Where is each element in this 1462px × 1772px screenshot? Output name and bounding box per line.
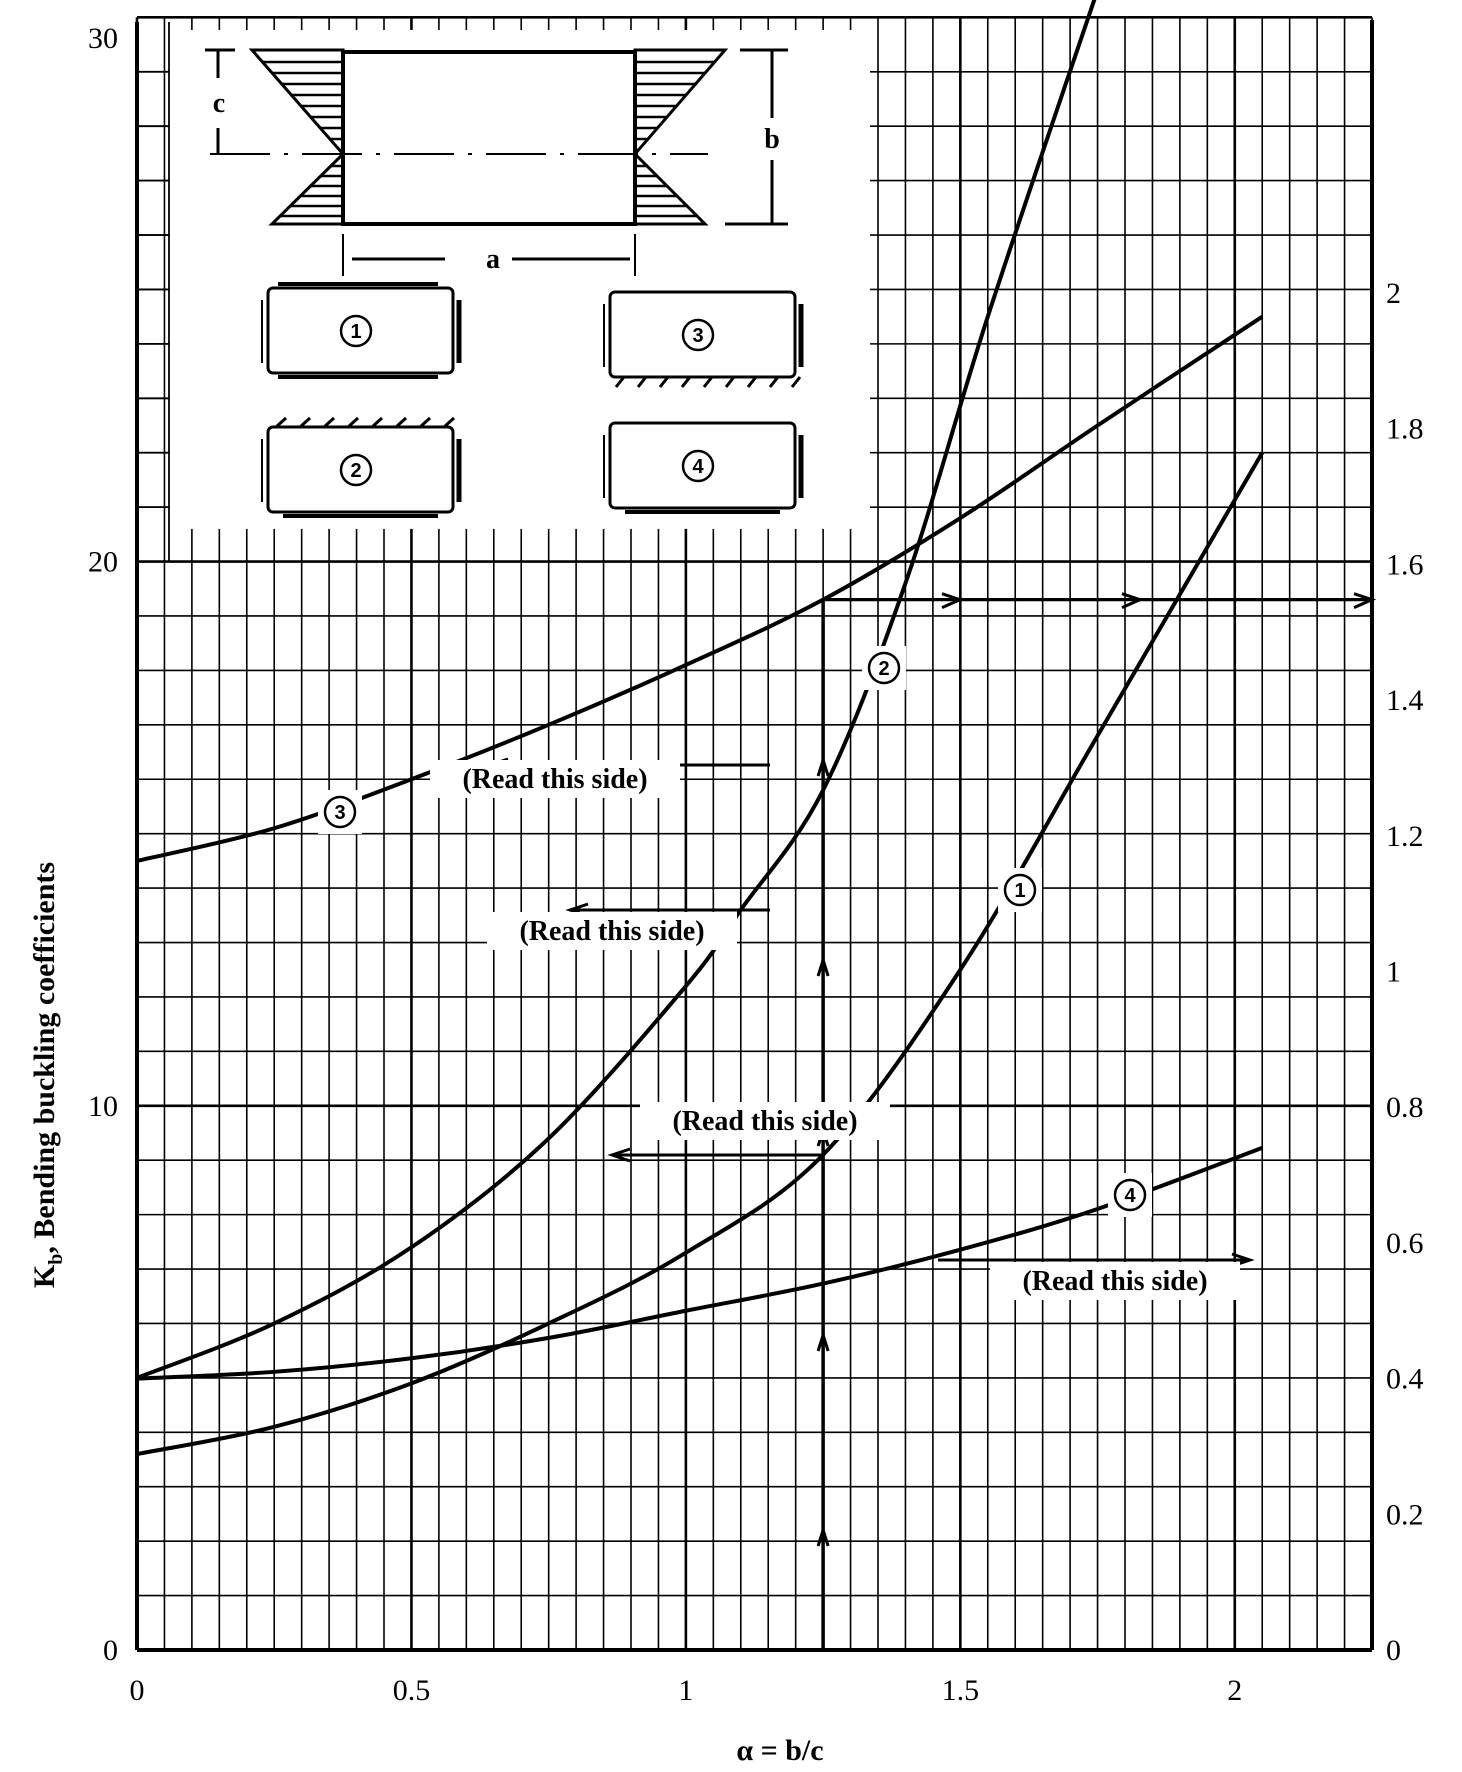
left-tick-label: 10 bbox=[88, 1090, 118, 1123]
loading-diagram-inset: c b a 1 2 3 4 bbox=[205, 48, 804, 518]
annotation-bg bbox=[640, 1102, 890, 1140]
arrow-up-icon bbox=[816, 1524, 830, 1547]
annotation-bg bbox=[487, 912, 737, 950]
case-label-1: 1 bbox=[350, 321, 361, 343]
fixed-edge-hatch bbox=[680, 376, 692, 388]
left-tick-label: 20 bbox=[88, 546, 118, 579]
curve-label-circle bbox=[867, 651, 901, 685]
annotation-read-this-side: (Read this side) bbox=[462, 764, 647, 795]
curve-label-1: 1 bbox=[1014, 880, 1025, 902]
curve-4 bbox=[136, 1146, 1263, 1381]
right-tick-label: 1.8 bbox=[1386, 413, 1424, 446]
arrow-right-icon bbox=[941, 592, 965, 610]
fixed-edge-hatch bbox=[298, 416, 312, 429]
fixed-edge-hatch bbox=[418, 416, 432, 429]
right-tick-label: 1.6 bbox=[1386, 548, 1424, 581]
x-axis-title: α = b/c bbox=[736, 1734, 823, 1767]
y-axis-title-subscript: b bbox=[45, 1254, 67, 1265]
right-tick-label: 0 bbox=[1386, 1634, 1401, 1667]
read-this-side-annotations: (Read this side) (Read this side) (Read th… bbox=[430, 757, 1255, 1300]
annotation-read-this-side: (Read this side) bbox=[519, 916, 704, 947]
dim-c-label: c bbox=[213, 88, 225, 119]
x-tick-label: 0.5 bbox=[393, 1674, 431, 1707]
fixed-edge-hatch bbox=[658, 376, 670, 388]
axes: 0 0.5 1 1.5 2010203000.20.40.60.811.21.41.61… bbox=[88, 20, 1424, 1707]
curve-label-3: 3 bbox=[334, 802, 345, 824]
arrow-right-icon bbox=[1121, 592, 1145, 610]
dim-b-label: b bbox=[764, 124, 780, 155]
right-tick-label: 0.2 bbox=[1386, 1498, 1424, 1531]
curve-label-2: 2 bbox=[878, 658, 889, 680]
curve-label-4: 4 bbox=[1124, 1185, 1136, 1207]
annotation-read-this-side: (Read this side) bbox=[672, 1106, 857, 1137]
left-tick-label: 0 bbox=[103, 1634, 118, 1667]
case-label-circle bbox=[339, 453, 373, 487]
right-tick-label: 0.8 bbox=[1386, 1091, 1424, 1124]
case-label-circle bbox=[681, 318, 715, 352]
x-tick-label: 1 bbox=[678, 1674, 693, 1707]
curve-label-circle bbox=[1003, 873, 1037, 907]
fixed-edge-hatch bbox=[768, 376, 780, 388]
x-tick-label: 2 bbox=[1227, 1674, 1242, 1707]
fixed-edge-hatch bbox=[636, 376, 648, 388]
case-label-2: 2 bbox=[350, 460, 361, 482]
annotation-bg bbox=[430, 760, 680, 798]
case-label-3: 3 bbox=[692, 325, 703, 347]
fixed-edge-hatch bbox=[790, 376, 802, 388]
case-label-circle bbox=[339, 314, 373, 348]
fixed-edge-hatch bbox=[346, 416, 360, 429]
arrow-up-icon bbox=[816, 954, 830, 977]
case-label-4: 4 bbox=[692, 456, 704, 478]
curve-2 bbox=[136, 0, 1097, 1380]
y-axis-title: Kb, Bending buckling coefficients bbox=[28, 862, 67, 1288]
right-tick-label: 0.6 bbox=[1386, 1227, 1424, 1260]
stress-distribution-right bbox=[633, 48, 729, 226]
curve-label-circle bbox=[323, 795, 357, 829]
fixed-edge-hatch bbox=[274, 416, 288, 429]
left-tick-label: 30 bbox=[88, 22, 118, 55]
x-tick-label: 0 bbox=[130, 1674, 145, 1707]
fixed-edge-hatch bbox=[394, 416, 408, 429]
curve-label-circle bbox=[1113, 1178, 1147, 1212]
annotation-read-this-side: (Read this side) bbox=[1022, 1266, 1207, 1297]
right-tick-label: 0.4 bbox=[1386, 1363, 1424, 1396]
fixed-edge-hatch bbox=[322, 416, 336, 429]
fixed-edge-hatch bbox=[724, 376, 736, 388]
right-tick-label: 1.2 bbox=[1386, 820, 1424, 853]
right-tick-label: 1.4 bbox=[1386, 684, 1424, 717]
x-tick-label: 1.5 bbox=[942, 1674, 980, 1707]
curves: 1 2 3 4 bbox=[136, 0, 1377, 1650]
curve-1 bbox=[136, 451, 1264, 1457]
y-axis-title-main: K bbox=[28, 1264, 61, 1288]
arrow-right-icon bbox=[1353, 592, 1377, 610]
fixed-edge-hatch bbox=[614, 376, 626, 388]
annotation-bg bbox=[990, 1262, 1240, 1300]
right-tick-label: 1 bbox=[1386, 956, 1401, 989]
dim-a-label: a bbox=[486, 244, 500, 275]
arrow-up-icon bbox=[816, 1329, 830, 1352]
stress-distribution-left bbox=[248, 48, 345, 226]
right-tick-label: 2 bbox=[1386, 277, 1401, 310]
plate-rectangle bbox=[341, 50, 637, 226]
fixed-edge-hatch bbox=[702, 376, 714, 388]
fixed-edge-hatch bbox=[442, 416, 456, 429]
fixed-edge-hatch bbox=[746, 376, 758, 388]
top-margin bbox=[870, 0, 1462, 16]
fixed-edge-hatch bbox=[370, 416, 384, 429]
case-label-circle bbox=[681, 449, 715, 483]
arrow-up-icon bbox=[816, 754, 830, 777]
y-axis-title-rest: , Bending buckling coefficients bbox=[28, 862, 61, 1254]
arrow-left-icon bbox=[607, 1147, 631, 1163]
